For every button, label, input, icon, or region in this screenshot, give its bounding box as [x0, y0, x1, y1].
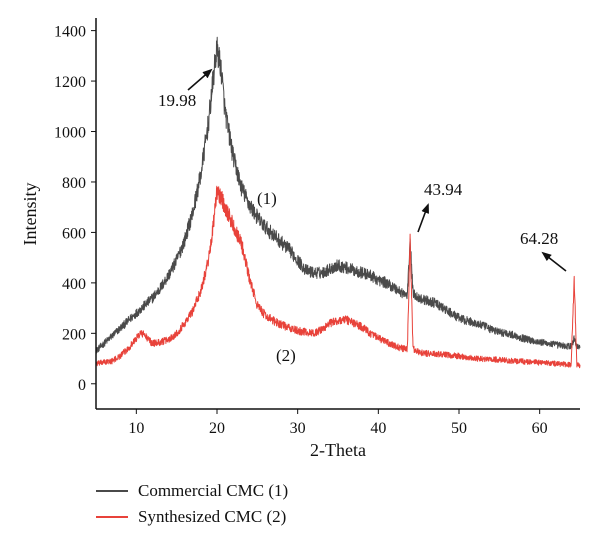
- annotation-peak-43-94: 43.94: [424, 180, 463, 199]
- series-line-1: [95, 185, 581, 369]
- y-tick-label: 400: [62, 276, 86, 293]
- x-tick-label: 10: [128, 420, 144, 437]
- legend-label-commercial: Commercial CMC (1): [138, 481, 289, 500]
- legend-label-synthesized: Synthesized CMC (2): [138, 507, 287, 526]
- arrow-peak-64-28: [541, 251, 567, 272]
- annotation-series-1: (1): [257, 189, 277, 208]
- legend: Commercial CMC (1) Synthesized CMC (2): [96, 478, 288, 530]
- x-ticks: 10 20 30 40 50 60: [128, 409, 548, 437]
- x-tick-label: 30: [290, 420, 306, 437]
- arrow-peak-43-94: [417, 203, 429, 233]
- x-tick-label: 60: [532, 420, 548, 437]
- annotation-peak-64-28: 64.28: [520, 229, 558, 248]
- x-tick-label: 40: [370, 420, 386, 437]
- x-tick-label: 20: [209, 420, 225, 437]
- y-tick-label: 0: [78, 377, 86, 394]
- y-tick-label: 800: [62, 175, 86, 192]
- y-tick-label: 600: [62, 225, 86, 242]
- y-ticks: 0 200 400 600 800 1000 1200 1400: [54, 24, 96, 394]
- y-tick-label: 1200: [54, 74, 86, 91]
- legend-item-synthesized: Synthesized CMC (2): [96, 504, 288, 530]
- y-tick-label: 1000: [54, 125, 86, 142]
- x-axis-title: 2-Theta: [310, 440, 366, 460]
- y-axis-title: Intensity: [20, 183, 40, 246]
- annotation-peak-19-98: 19.98: [158, 91, 196, 110]
- legend-swatch-commercial: [96, 490, 128, 492]
- y-tick-label: 200: [62, 326, 86, 343]
- legend-item-commercial: Commercial CMC (1): [96, 478, 288, 504]
- arrow-peak-19-98: [187, 68, 213, 91]
- legend-swatch-synthesized: [96, 516, 128, 518]
- annotation-series-2: (2): [276, 346, 296, 365]
- series-line-0: [95, 36, 581, 355]
- series-layer: [95, 36, 581, 369]
- x-tick-label: 50: [451, 420, 467, 437]
- y-tick-label: 1400: [54, 24, 86, 41]
